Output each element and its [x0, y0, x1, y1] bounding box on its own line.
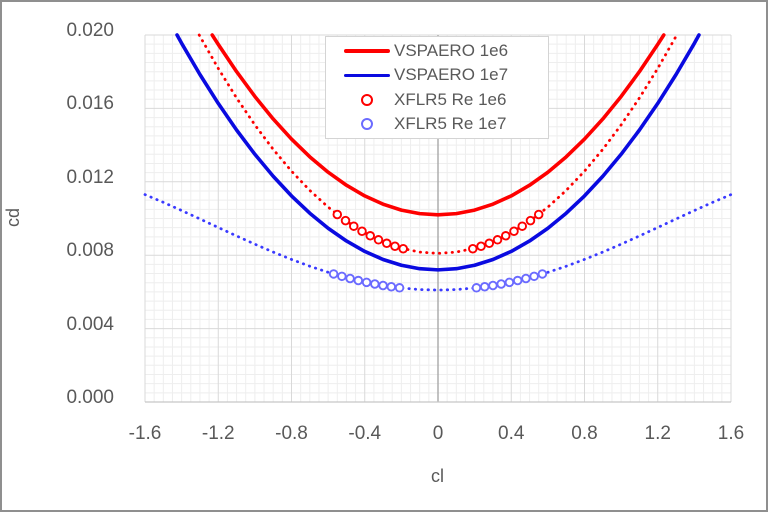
- x-tick-label: 1.2: [644, 423, 671, 444]
- y-tick-label: 0.008: [66, 240, 114, 262]
- legend-label: XFLR5 Re 1e6: [394, 89, 507, 109]
- x-tick-label: -1.2: [201, 423, 235, 444]
- red-line-swatch: [344, 49, 390, 53]
- x-tick-label: 1.6: [717, 423, 745, 444]
- blue-circle-swatch: [344, 117, 390, 130]
- y-tick-label: 0.020: [66, 20, 114, 41]
- red-circle-swatch: [344, 93, 390, 106]
- x-tick-label: -1.6: [128, 423, 162, 444]
- legend-item: XFLR5 Re 1e7: [326, 112, 548, 136]
- blue-line-swatch: [344, 73, 390, 78]
- x-tick-label: 0.4: [498, 423, 525, 444]
- x-tick-label: 0: [432, 423, 444, 444]
- x-axis-title: cl: [431, 466, 444, 486]
- x-tick-label: 0.8: [571, 423, 598, 444]
- x-tick-label: -0.8: [275, 423, 308, 444]
- y-axis-title: cd: [3, 207, 24, 228]
- legend-item: XFLR5 Re 1e6: [326, 88, 548, 112]
- y-tick-label: 0.016: [66, 93, 114, 115]
- legend-label: VSPAERO 1e7: [394, 65, 509, 85]
- y-tick-label: 0.012: [66, 166, 114, 188]
- y-tick-label: 0.000: [66, 387, 114, 408]
- legend: VSPAERO 1e6 VSPAERO 1e7 XFLR5 Re 1e6 XFL…: [325, 36, 549, 139]
- legend-item: VSPAERO 1e6: [326, 39, 548, 63]
- y-tick-label: 0.004: [66, 313, 114, 335]
- legend-label: VSPAERO 1e6: [394, 41, 509, 61]
- legend-item: VSPAERO 1e7: [326, 63, 548, 87]
- legend-label: XFLR5 Re 1e7: [394, 113, 507, 133]
- x-tick-label: -0.4: [348, 423, 382, 444]
